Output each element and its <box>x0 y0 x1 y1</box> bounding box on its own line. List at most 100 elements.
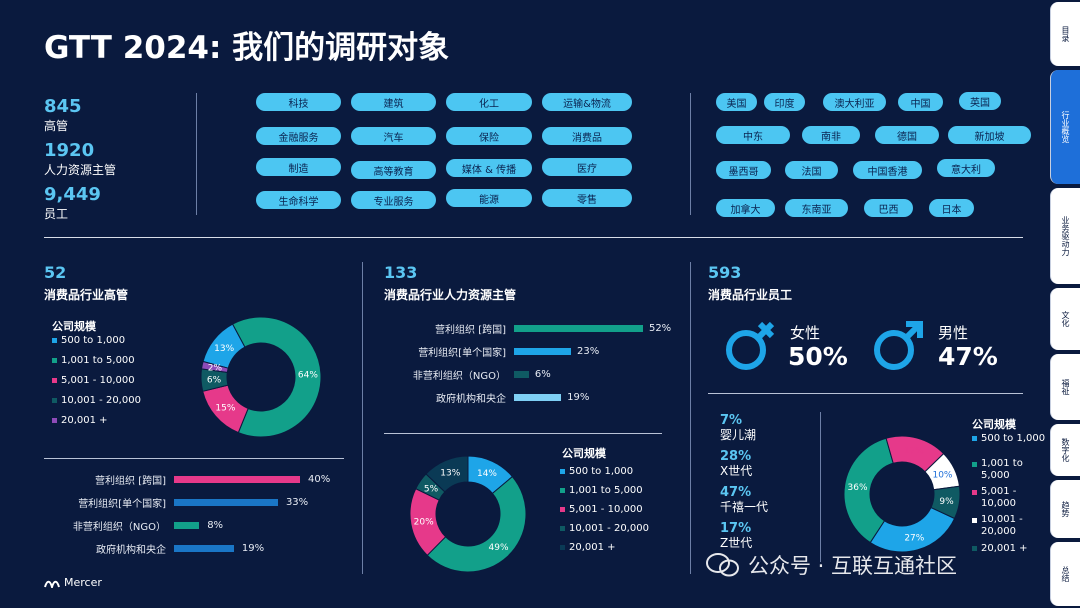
legend-item: 20,001 + <box>972 542 1044 554</box>
hr-count: 133 <box>384 263 418 282</box>
side-tab-digital[interactable]: 数字化 <box>1050 424 1080 476</box>
emp-title: 消费品行业员工 <box>708 288 793 302</box>
generation-item: 17% Z世代 <box>720 521 768 551</box>
country-pill: 中国 <box>898 93 943 111</box>
side-tab-label: 福祉 <box>1061 379 1070 395</box>
mercer-logo-icon <box>44 580 60 588</box>
stat-employees: 9,449 员工 <box>44 184 101 222</box>
male-pct: 47% <box>938 342 998 371</box>
bar-value: 19% <box>241 542 265 554</box>
country-pill: 英国 <box>959 92 1001 110</box>
legend-item: 5,001 - 10,000 <box>560 503 649 515</box>
country-pill: 德国 <box>875 126 939 144</box>
bar-label: 营利组织[单个国家] <box>78 498 166 510</box>
donut-labels: 27% 36% 17% 10% 9% <box>848 447 955 544</box>
bar <box>174 544 234 552</box>
legend-item: 5,001 - 10,000 <box>972 486 1044 512</box>
donut-label: 10% <box>932 470 952 480</box>
hr-bar-chart: 营利组织 [跨国] 52% 营利组织[单个国家] 23% 非营利组织（NGO） 6% 政府机… <box>384 321 684 411</box>
legend-item: 10,001 - 20,000 <box>560 522 649 534</box>
bar-value: 8% <box>207 519 224 531</box>
bar <box>514 347 572 355</box>
legend-title: 公司规模 <box>972 418 1016 431</box>
country-pill: 中东 <box>716 126 790 144</box>
country-pill: 中国香港 <box>853 161 922 179</box>
legend-item: 1,001 to 5,000 <box>52 354 141 366</box>
donut-label: 64% <box>298 371 318 381</box>
side-tab-wellbeing[interactable]: 福祉 <box>1050 354 1080 420</box>
bar <box>174 498 278 506</box>
side-tab-summary[interactable]: 总结 <box>1050 542 1080 606</box>
donut-slice <box>843 437 894 544</box>
industry-pill: 建筑 <box>351 93 436 111</box>
legend-label: 20,001 + <box>569 541 616 553</box>
generation-pct: 7% <box>720 413 743 428</box>
bar-value: 33% <box>285 496 309 508</box>
female-icon <box>726 321 775 370</box>
donut-slice <box>425 455 469 493</box>
legend-label: 5,001 - 10,000 <box>981 486 1017 509</box>
side-tab-label: 目录 <box>1061 26 1070 42</box>
legend-swatch <box>972 490 977 495</box>
donut-slice <box>869 506 956 553</box>
exec-legend: 500 to 1,000 1,001 to 5,000 5,001 - 10,0… <box>52 334 141 426</box>
donut-slices <box>409 455 527 573</box>
stat-number: 9,449 <box>44 184 101 205</box>
generation-item: 47% 千禧一代 <box>720 485 768 515</box>
logo-text: Mercer <box>64 576 102 589</box>
stat-label: 员工 <box>44 207 69 221</box>
watermark: 公众号 · 互联互通社区 <box>706 550 957 580</box>
legend-item: 500 to 1,000 <box>52 334 141 346</box>
industry-pill: 金融服务 <box>256 127 341 145</box>
side-tab-trends[interactable]: 趋势 <box>1050 480 1080 538</box>
emp-count: 593 <box>708 263 742 282</box>
generation-label: X世代 <box>720 464 753 478</box>
hr-title: 消费品行业人力资源主管 <box>384 288 517 302</box>
wechat-icon <box>706 553 739 577</box>
donut-label: 17% <box>904 447 924 457</box>
bar <box>514 393 562 401</box>
stat-hr-leaders: 1920 人力资源主管 <box>44 140 116 178</box>
country-pill: 印度 <box>764 93 805 111</box>
emp-donut-chart: 27% 36% 17% 10% 9% <box>843 435 961 553</box>
industry-pill: 零售 <box>542 189 632 207</box>
country-pill: 东南亚 <box>785 199 848 217</box>
industry-pill: 化工 <box>446 93 532 111</box>
country-pill: 日本 <box>929 199 974 217</box>
legend-label: 1,001 to 5,000 <box>569 484 643 496</box>
donut-slices <box>843 435 961 553</box>
bar-value: 40% <box>308 473 331 485</box>
side-tab-label: 趋势 <box>1061 501 1070 517</box>
side-tab-toc[interactable]: 目录 <box>1050 2 1080 66</box>
side-tab-culture[interactable]: 文化 <box>1050 288 1080 350</box>
donut-label: 13% <box>214 344 234 354</box>
side-tab-business-drivers[interactable]: 业务驱动力 <box>1050 188 1080 284</box>
divider <box>362 262 363 574</box>
divider <box>44 458 344 459</box>
stat-label: 高管 <box>44 119 69 133</box>
bar-row: 政府机构和央企 19% <box>44 541 265 556</box>
industry-pill: 媒体 & 传播 <box>446 159 532 177</box>
legend-swatch <box>972 435 977 441</box>
side-tab-industry-overview[interactable]: 行业概览 <box>1050 70 1080 184</box>
country-pill: 美国 <box>716 93 757 111</box>
bar-row: 营利组织 [跨国] 52% <box>384 321 672 336</box>
legend-item: 20,001 + <box>560 541 649 553</box>
legend-swatch <box>972 462 977 467</box>
donut-label: 9% <box>939 497 954 507</box>
industry-pill: 专业服务 <box>351 191 436 209</box>
bar-label: 营利组织 [跨国] <box>95 475 166 487</box>
hr-donut-chart: 14% 49% 20% 5%13% <box>409 455 527 573</box>
legend-item: 1,001 to 5,000 <box>972 458 1044 484</box>
country-pill: 加拿大 <box>716 199 775 217</box>
stat-number: 845 <box>44 96 82 117</box>
industry-pill: 高等教育 <box>351 161 436 179</box>
legend-item: 500 to 1,000 <box>972 432 1045 444</box>
bar-row: 非营利组织（NGO） 8% <box>44 518 224 533</box>
bar-label: 政府机构和央企 <box>436 393 506 405</box>
country-pill: 澳大利亚 <box>823 93 886 111</box>
bar-label: 营利组织[单个国家] <box>418 347 506 359</box>
bar-value: 52% <box>648 322 672 334</box>
legend-label: 20,001 + <box>981 542 1028 554</box>
bar-row: 营利组织[单个国家] 33% <box>44 495 309 510</box>
